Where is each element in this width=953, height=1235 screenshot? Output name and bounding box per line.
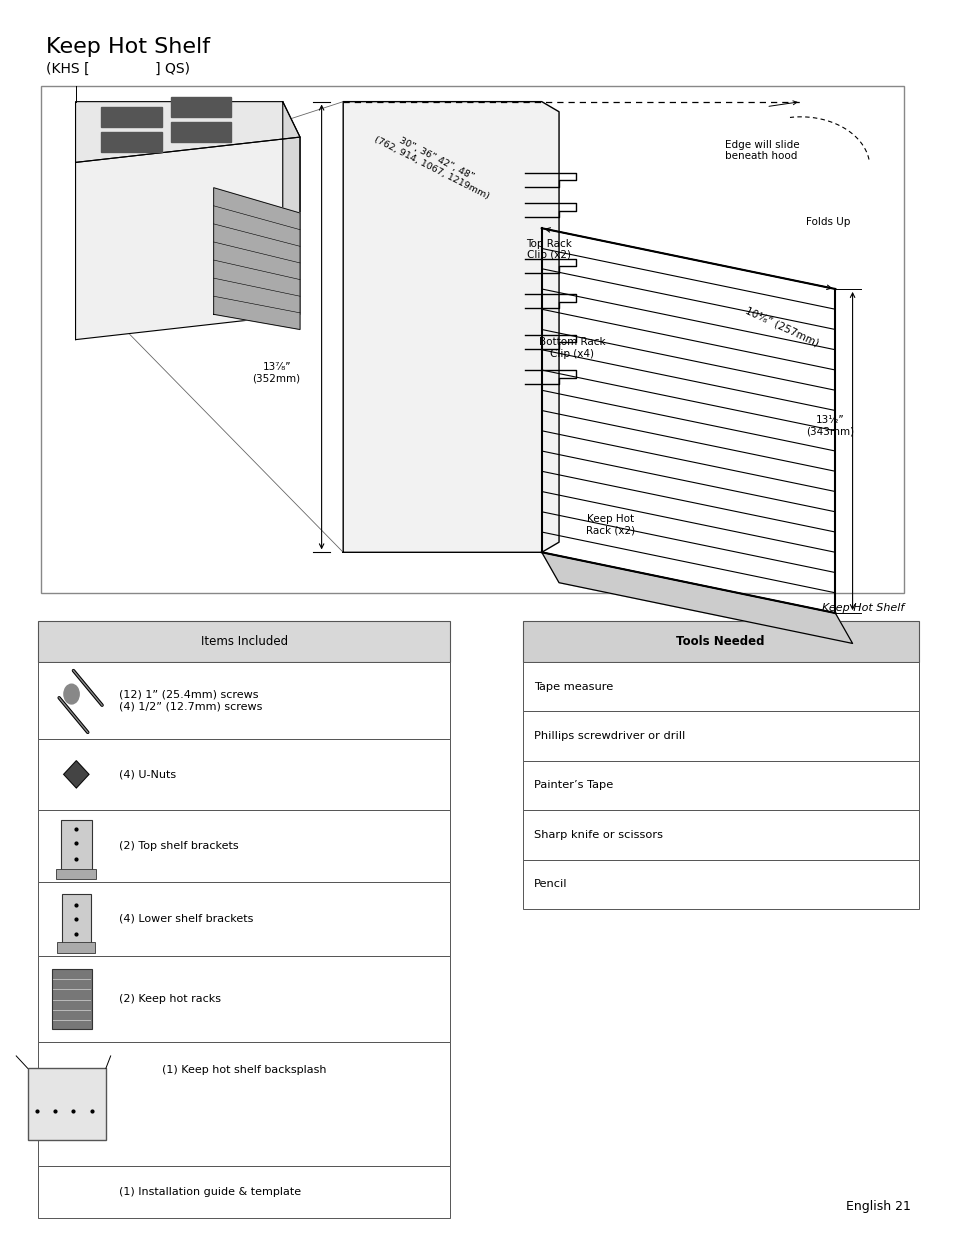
Text: (1) Keep hot shelf backsplash: (1) Keep hot shelf backsplash — [162, 1065, 326, 1074]
Polygon shape — [101, 132, 162, 152]
Bar — [28, 1068, 106, 1140]
Bar — [38, 810, 450, 882]
Polygon shape — [64, 761, 89, 788]
Bar — [56, 869, 96, 879]
Text: Folds Up: Folds Up — [805, 217, 850, 227]
Text: Keep Hot Shelf: Keep Hot Shelf — [46, 37, 210, 57]
Text: (KHS [               ] QS): (KHS [ ] QS) — [46, 62, 190, 75]
Polygon shape — [541, 552, 852, 643]
Text: Top Rack
Clip (x2): Top Rack Clip (x2) — [525, 238, 571, 261]
Bar — [38, 739, 450, 810]
Bar — [522, 621, 918, 662]
Text: (2) Top shelf brackets: (2) Top shelf brackets — [119, 841, 238, 851]
Text: (2) Keep hot racks: (2) Keep hot racks — [119, 994, 221, 1004]
Bar — [51, 969, 91, 1030]
Bar — [38, 1042, 450, 1166]
Text: Tools Needed: Tools Needed — [676, 635, 764, 648]
Polygon shape — [282, 101, 299, 314]
Bar — [38, 1166, 450, 1218]
Text: Tape measure: Tape measure — [534, 682, 613, 692]
Polygon shape — [75, 137, 299, 340]
Bar — [522, 761, 918, 810]
Bar — [522, 810, 918, 860]
Text: Pencil: Pencil — [534, 879, 567, 889]
Polygon shape — [343, 101, 558, 552]
Bar — [38, 882, 450, 956]
Bar — [62, 894, 91, 944]
Circle shape — [64, 684, 79, 704]
Bar — [61, 820, 91, 872]
Polygon shape — [171, 122, 231, 142]
Text: Painter’s Tape: Painter’s Tape — [534, 781, 613, 790]
Text: Edge will slide
beneath hood: Edge will slide beneath hood — [724, 140, 799, 162]
Text: (4) Lower shelf brackets: (4) Lower shelf brackets — [119, 914, 253, 924]
Bar — [522, 711, 918, 761]
Text: Keep Hot Shelf: Keep Hot Shelf — [821, 603, 903, 613]
Bar — [522, 662, 918, 711]
Text: 10¹⁄₈” (257mm): 10¹⁄₈” (257mm) — [743, 306, 820, 348]
Bar — [57, 941, 95, 952]
Bar — [522, 860, 918, 909]
Polygon shape — [171, 96, 231, 117]
Bar — [38, 662, 450, 739]
Polygon shape — [213, 188, 299, 330]
Text: Items Included: Items Included — [200, 635, 288, 648]
Text: Bottom Rack
Clip (x4): Bottom Rack Clip (x4) — [538, 337, 605, 359]
Text: Sharp knife or scissors: Sharp knife or scissors — [534, 830, 662, 840]
Text: Phillips screwdriver or drill: Phillips screwdriver or drill — [534, 731, 685, 741]
Text: English 21: English 21 — [845, 1199, 910, 1213]
Text: (12) 1” (25.4mm) screws
(4) 1/2” (12.7mm) screws: (12) 1” (25.4mm) screws (4) 1/2” (12.7mm… — [119, 689, 262, 711]
Text: (1) Installation guide & template: (1) Installation guide & template — [119, 1187, 301, 1197]
Bar — [41, 86, 903, 593]
Polygon shape — [101, 106, 162, 127]
Text: 13¹⁄₂”
(343mm): 13¹⁄₂” (343mm) — [805, 415, 853, 437]
Bar — [38, 956, 450, 1042]
Text: 30”, 36” 42”, 48”
(762, 914, 1067, 1219mm): 30”, 36” 42”, 48” (762, 914, 1067, 1219m… — [373, 125, 495, 201]
Text: (4) U-Nuts: (4) U-Nuts — [119, 769, 176, 779]
Text: 13⁷⁄₈”
(352mm): 13⁷⁄₈” (352mm) — [253, 362, 300, 384]
Polygon shape — [75, 101, 299, 162]
Text: Keep Hot
Rack (x2): Keep Hot Rack (x2) — [585, 514, 635, 536]
Bar — [38, 621, 450, 662]
